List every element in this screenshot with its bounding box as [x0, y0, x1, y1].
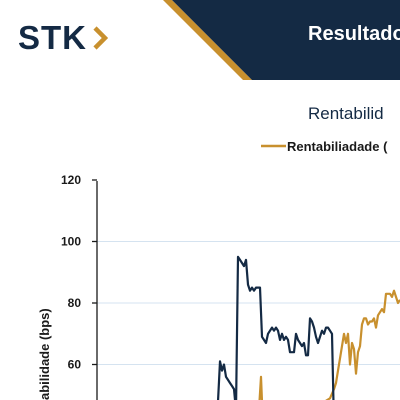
header-gold-stripe: [163, 0, 252, 80]
y-tick-label: 120: [61, 173, 81, 187]
y-tick-label: 80: [68, 296, 82, 310]
header-band: [163, 0, 400, 80]
logo: STK: [18, 20, 108, 56]
logo-text: STK: [18, 19, 87, 56]
y-axis-ticks: 120 100 80 60: [61, 173, 97, 372]
series-line-rentabilidade: [258, 289, 400, 400]
gridlines: [97, 241, 400, 365]
chevron-right-icon: [93, 26, 108, 50]
header-navy-band: [172, 0, 400, 80]
y-tick-label: 60: [68, 358, 82, 372]
y-tick-label: 100: [61, 235, 81, 249]
header-title: Resultado: [308, 23, 400, 45]
chart-title: Rentabilid: [308, 104, 384, 123]
y-axis-label: abilidade (bps): [37, 308, 52, 400]
series-lines: [216, 255, 400, 400]
series-line-navy: [216, 255, 335, 400]
legend-label: Rentabiliadade (: [287, 139, 388, 154]
